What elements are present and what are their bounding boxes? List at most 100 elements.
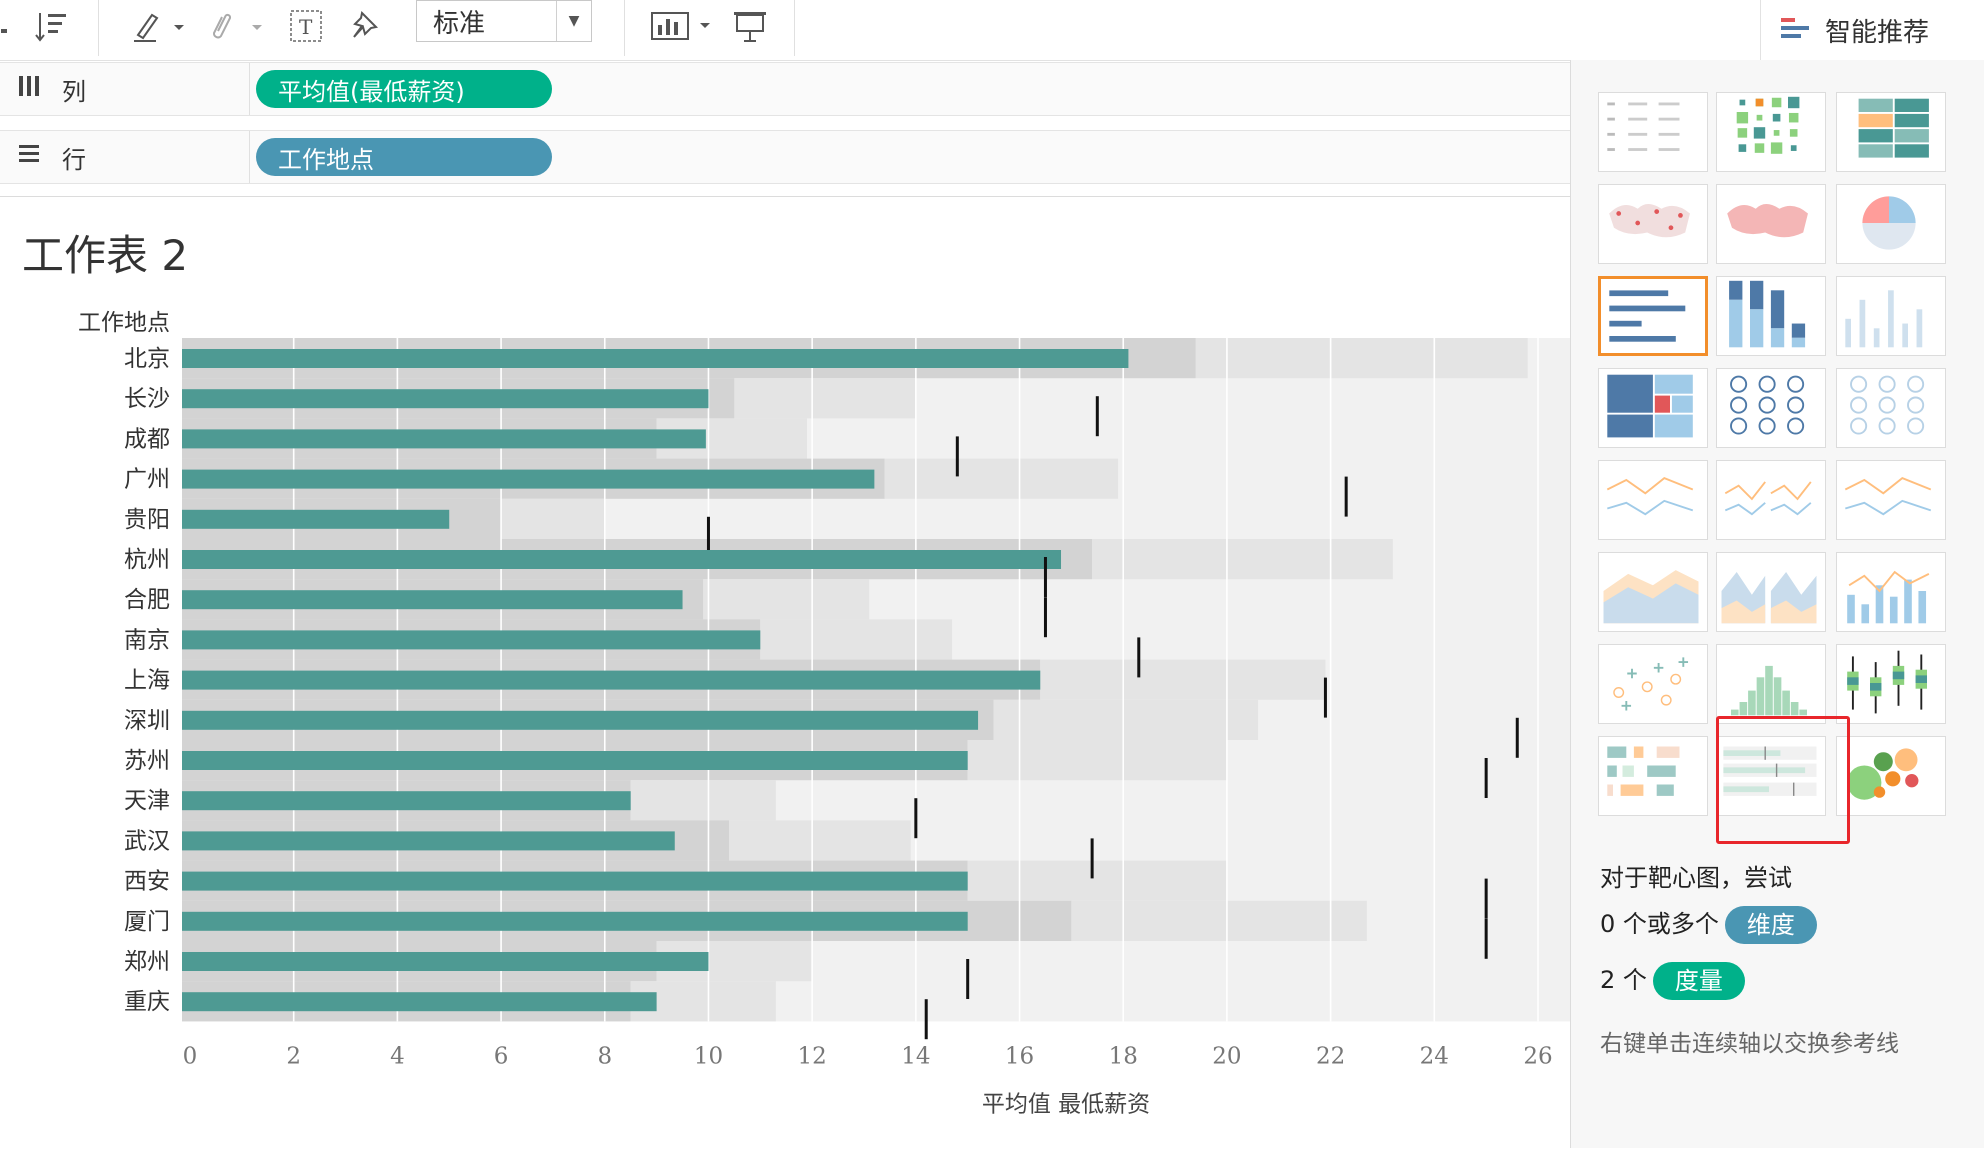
thumb-text-table[interactable]: [1598, 92, 1708, 172]
hint-dimension: 0 个或多个 维度: [1600, 904, 1817, 944]
band-light: [1195, 338, 1528, 379]
columns-shelf[interactable]: 列 平均值(最低薪资): [0, 62, 1570, 116]
rows-icon: [14, 142, 44, 172]
thumb-symbol-map[interactable]: [1598, 184, 1708, 264]
pin-icon[interactable]: [346, 6, 386, 46]
rows-label-text: 行: [62, 145, 86, 174]
band-light: [630, 780, 776, 821]
x-tick-label: 12: [798, 1043, 827, 1069]
x-tick-label: 26: [1523, 1043, 1552, 1069]
target-line: [1137, 637, 1141, 678]
hint-meas-prefix: 2 个: [1600, 966, 1647, 994]
thumb-filled-map[interactable]: [1716, 184, 1826, 264]
target-line: [1515, 717, 1519, 758]
highlight-table-icon: [1858, 98, 1929, 158]
text-table-icon: [1607, 102, 1680, 151]
thumb-area-discrete[interactable]: [1716, 552, 1826, 632]
columns-label-text: 列: [62, 77, 86, 106]
show-me-header[interactable]: 智能推荐: [1760, 0, 1984, 60]
rows-pill[interactable]: 工作地点: [256, 138, 552, 176]
heat-map-icon: [1736, 96, 1800, 154]
thumb-pie-chart[interactable]: [1836, 184, 1946, 264]
text-label-icon[interactable]: T: [286, 6, 326, 46]
x-tick-label: 24: [1420, 1043, 1449, 1069]
columns-icon: [14, 74, 44, 104]
bar: [182, 710, 979, 730]
dual-lines-icon: [1844, 477, 1932, 516]
thumb-stacked-bars[interactable]: [1716, 276, 1826, 356]
presentation-icon[interactable]: [728, 6, 772, 46]
thumb-treemap[interactable]: [1598, 368, 1708, 448]
attachment-icon[interactable]: [202, 6, 266, 46]
target-line: [1344, 476, 1348, 517]
thumb-bullet-graph[interactable]: [1716, 736, 1826, 816]
bar: [182, 791, 631, 811]
thumb-discrete-lines[interactable]: [1716, 460, 1826, 540]
thumb-dual-combination[interactable]: [1836, 552, 1946, 632]
x-tick-label: 16: [1005, 1043, 1034, 1069]
thumb-side-by-side-bars[interactable]: [1836, 276, 1946, 356]
show-me-icon[interactable]: [646, 6, 716, 46]
thumb-horizontal-bars[interactable]: [1598, 276, 1708, 356]
sheet-title: 工作表 2: [22, 231, 189, 280]
x-tick-label: 18: [1109, 1043, 1138, 1069]
thumb-area-continuous[interactable]: [1598, 552, 1708, 632]
target-line: [706, 516, 710, 557]
target-line: [1484, 758, 1488, 798]
hint-line1: 对于靶心图，尝试: [1600, 864, 1792, 892]
scatter-plot-icon: [1613, 657, 1689, 711]
band-light: [760, 619, 953, 660]
show-me-bars-icon: [1781, 16, 1811, 44]
highlighter-icon[interactable]: [128, 6, 188, 46]
band-light: [967, 740, 1227, 781]
target-line: [1323, 677, 1327, 718]
band-light: [884, 458, 1119, 499]
thumb-packed-bubbles[interactable]: [1836, 736, 1946, 816]
x-tick-label: 4: [390, 1043, 405, 1069]
x-tick-label: 10: [694, 1043, 723, 1069]
bar: [182, 429, 706, 449]
bar: [182, 751, 968, 770]
row-label: 苏州: [124, 748, 170, 774]
row-label: 贵阳: [124, 507, 170, 533]
gantt-icon: [1607, 746, 1680, 796]
thumb-side-by-side-circles[interactable]: [1836, 368, 1946, 448]
discrete-lines-icon: [1724, 481, 1812, 516]
target-line: [1043, 557, 1047, 597]
sort-icon[interactable]: [32, 6, 72, 46]
bar: [182, 670, 1041, 690]
target-line: [1090, 838, 1094, 879]
thumb-histogram[interactable]: [1716, 644, 1826, 724]
thumb-gantt[interactable]: [1598, 736, 1708, 816]
row-label: 天津: [124, 788, 170, 814]
histogram-icon: [1731, 665, 1807, 716]
thumb-highlight-table[interactable]: [1836, 92, 1946, 172]
band-light: [993, 699, 1259, 740]
mark-type-dropdown[interactable]: 标准 ▼: [416, 0, 592, 42]
target-line: [1095, 396, 1099, 437]
svg-text:T: T: [299, 15, 313, 39]
x-tick-label: 20: [1212, 1043, 1241, 1069]
filled-map-icon: [1727, 204, 1808, 238]
bar: [182, 389, 709, 409]
thumb-box-and-whisker[interactable]: [1836, 644, 1946, 724]
rows-shelf[interactable]: 行 工作地点: [0, 130, 1570, 184]
columns-pill[interactable]: 平均值(最低薪资): [256, 70, 552, 108]
x-tick-label: 0: [183, 1043, 198, 1069]
band-light: [1071, 900, 1367, 941]
thumb-dual-lines[interactable]: [1836, 460, 1946, 540]
thumb-heat-map[interactable]: [1716, 92, 1826, 172]
target-line: [1043, 597, 1047, 638]
target-line: [1484, 878, 1488, 919]
row-label: 厦门: [124, 909, 170, 935]
toolbar: T 标准 ▼: [0, 0, 1760, 61]
thumb-scatter-plot[interactable]: [1598, 644, 1708, 724]
x-tick-label: 8: [597, 1043, 612, 1069]
row-label: 成都: [124, 426, 170, 452]
thumb-continuous-lines[interactable]: [1598, 460, 1708, 540]
bullet-graph-icon: [1723, 746, 1817, 796]
thumb-circle-views[interactable]: [1716, 368, 1826, 448]
band-light: [501, 498, 605, 539]
band-light: [967, 860, 1227, 901]
highlight-box: [1716, 716, 1850, 844]
